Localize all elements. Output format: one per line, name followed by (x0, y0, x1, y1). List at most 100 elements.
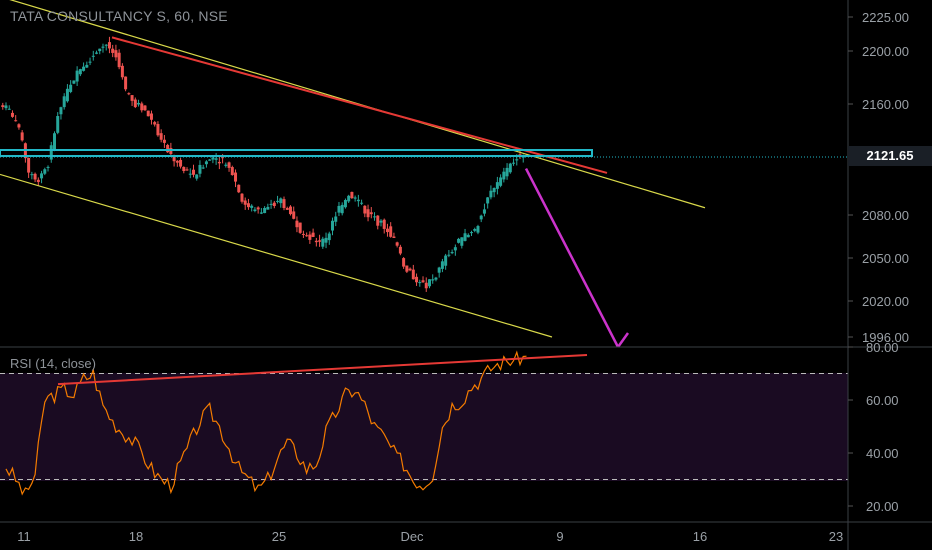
candle-body (369, 212, 373, 215)
candle-body (33, 173, 37, 180)
candle-body (140, 103, 144, 111)
candle-body (508, 163, 512, 173)
candle-body (492, 188, 496, 193)
candle-body (182, 166, 186, 172)
candle-body (65, 88, 69, 102)
price-tick-label: 2020.00 (862, 294, 909, 309)
candle-body (240, 193, 244, 202)
candle-body (253, 209, 257, 211)
time-tick-label: 23 (829, 529, 843, 544)
candle-body (111, 48, 115, 53)
candle-body (347, 195, 351, 202)
candle-body (288, 206, 292, 215)
candle-body (52, 133, 56, 151)
candle-body (411, 269, 415, 280)
last-price-tag: 2121.65 (848, 146, 932, 166)
candle-body (246, 203, 250, 208)
candle-body (444, 255, 448, 266)
candle-body (208, 159, 212, 161)
candle-body (104, 44, 108, 46)
resistance-zone (0, 149, 593, 157)
candle-body (431, 279, 435, 281)
candle-body (479, 215, 483, 220)
candle-body (408, 268, 412, 271)
candle-body (415, 276, 419, 283)
rsi-band-fill (0, 373, 848, 481)
candle-body (75, 70, 79, 82)
candle-body (421, 280, 425, 283)
candle-body (521, 156, 525, 158)
candle-body (324, 237, 328, 243)
candle-body (56, 116, 60, 133)
candle-body (502, 171, 506, 180)
candle-body (137, 102, 141, 105)
candle-body (311, 232, 315, 237)
candle-body (489, 190, 493, 198)
symbol-title[interactable]: TATA CONSULTANCY S, 60, NSE (10, 8, 228, 24)
candle-body (201, 167, 205, 169)
channel-upper-line (9, 0, 706, 209)
candle-body (91, 55, 95, 57)
candle-body (292, 211, 296, 219)
candle-body (512, 162, 516, 164)
candle-body (17, 124, 21, 128)
candle-body (434, 277, 438, 280)
candle-body (505, 167, 509, 177)
candle-body (466, 234, 470, 238)
candle-body (10, 112, 14, 117)
candle-body (214, 158, 218, 160)
candle-body (327, 233, 331, 241)
channel-lower-line (0, 173, 553, 338)
time-axis[interactable]: 11 18 25 Dec 9 16 23 (17, 529, 843, 544)
candle-body (237, 184, 241, 193)
candle-body (282, 199, 286, 209)
candle-body (124, 76, 128, 90)
candle-body (318, 240, 322, 242)
rsi-title[interactable]: RSI (14, close) (10, 356, 96, 371)
candle-body (172, 155, 176, 162)
candle-body (266, 206, 270, 210)
candle-body (211, 157, 215, 160)
projection-arrow (524, 168, 620, 348)
candle-body (482, 209, 486, 214)
candle-body (130, 95, 134, 101)
candle-body (331, 220, 335, 231)
candle-body (30, 174, 34, 176)
rsi-trend-line (57, 353, 588, 386)
candle-body (85, 64, 89, 68)
candle-body (149, 113, 153, 120)
candle-body (295, 220, 299, 228)
candle-body (36, 179, 40, 183)
candle-body (440, 261, 444, 269)
candle-body (78, 69, 82, 75)
price-tick-label: 1996.00 (862, 330, 909, 345)
candle-body (221, 157, 225, 159)
candle-body (360, 202, 364, 204)
candle-body (175, 160, 179, 163)
price-tick-label: 2050.00 (862, 251, 909, 266)
rsi-layer (0, 350, 848, 496)
candle-body (427, 279, 431, 287)
candle-body (49, 145, 53, 160)
candle-body (153, 122, 157, 125)
candle-body (143, 105, 147, 111)
candle-body (499, 177, 503, 186)
candle-body (250, 205, 254, 208)
candle-body (159, 133, 163, 140)
candle-body (133, 99, 137, 108)
price-tick-label: 2200.00 (862, 44, 909, 59)
candle-body (353, 197, 357, 199)
candle-body (276, 200, 280, 202)
candle-body (7, 108, 11, 110)
candle-body (305, 235, 309, 237)
candle-body (463, 233, 467, 241)
candle-body (188, 173, 192, 175)
candle-body (382, 219, 386, 229)
time-tick-label: 25 (272, 529, 286, 544)
candle-body (402, 258, 406, 267)
rsi-axis[interactable]: 80.00 60.00 40.00 20.00 (848, 340, 899, 514)
candle-body (453, 247, 457, 251)
candle-body (343, 199, 347, 208)
candle-body (230, 167, 234, 176)
